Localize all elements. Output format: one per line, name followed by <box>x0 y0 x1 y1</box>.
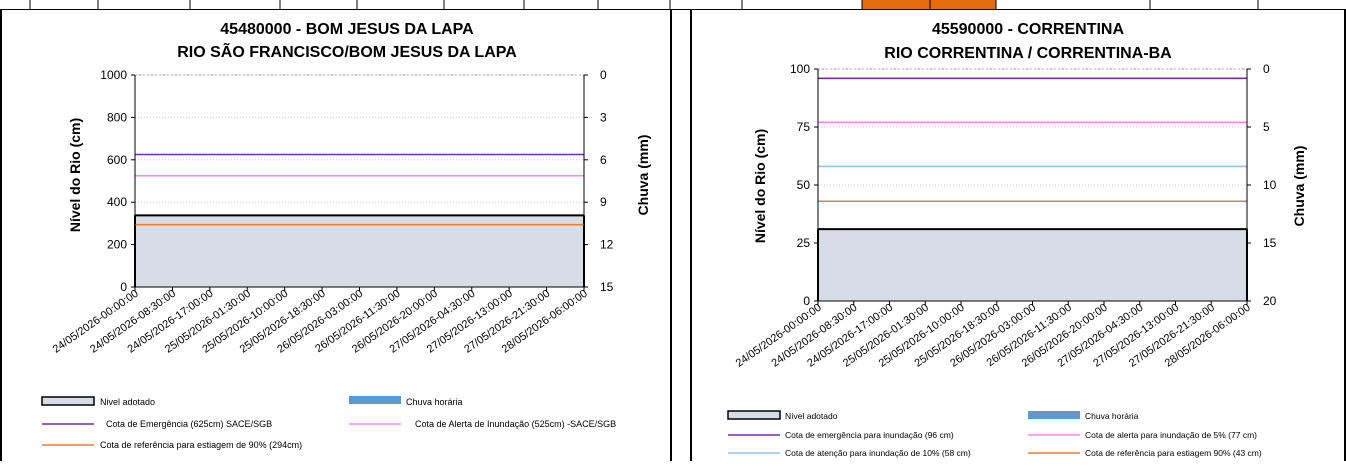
legend-swatch-chuva <box>1028 411 1080 419</box>
y-tick-label: 200 <box>107 238 127 252</box>
series-area-nivel <box>135 215 584 287</box>
legend-swatch-nivel <box>41 396 95 406</box>
y2-tick-label: 9 <box>600 195 607 209</box>
y2-tick-label: 12 <box>600 238 614 252</box>
legend-label-alerta: Cota de Alerta de Inundação (525cm) -SAC… <box>415 419 616 429</box>
legend-swatch-nivel <box>727 410 781 420</box>
y2-tick-label: 15 <box>1263 236 1277 250</box>
y-tick-label: 1000 <box>100 68 127 82</box>
chart-correntina: 45590000 - CORRENTINA RIO CORRENTINA / C… <box>727 21 1307 458</box>
y2-tick-label: 3 <box>600 110 607 124</box>
y-tick-label: 0 <box>120 280 127 294</box>
legend-label-referencia: Cota de referência para estiagem de 90% … <box>100 440 302 450</box>
y-tick-label: 75 <box>797 120 811 134</box>
chart-title-line1: 45480000 - BOM JESUS DA LAPA <box>220 21 474 38</box>
y2-axis-label: Chuva (mm) <box>635 135 651 216</box>
y2-tick-label: 20 <box>1263 294 1277 308</box>
legend-label-emergencia: Cota de Emergência (625cm) SACE/SGB <box>106 419 272 429</box>
y2-tick-label: 0 <box>1263 62 1270 76</box>
legend-label-alerta: Cota de alerta para inundação de 5% (77 … <box>1085 430 1257 440</box>
legend-label-chuva: Chuva horária <box>406 397 463 407</box>
y-tick-label: 0 <box>803 294 810 308</box>
y2-tick-label: 0 <box>600 68 607 82</box>
chart-title-line2: RIO SÃO FRANCISCO/BOM JESUS DA LAPA <box>177 41 517 61</box>
y-tick-label: 600 <box>107 153 127 167</box>
y2-axis-label: Chuva (mm) <box>1291 146 1307 227</box>
top-table-strip <box>0 0 1346 10</box>
chart-panel-bom-jesus: 45480000 - BOM JESUS DA LAPA RIO SÃO FRA… <box>0 10 672 461</box>
y2-tick-label: 5 <box>1263 120 1270 134</box>
y-axis-label: Nível do Rio (cm) <box>752 129 768 243</box>
chart-panel-correntina: 45590000 - CORRENTINA RIO CORRENTINA / C… <box>690 10 1346 461</box>
legend-label-nivel: Nivel adotado <box>100 397 155 407</box>
y2-tick-label: 10 <box>1263 178 1277 192</box>
y-tick-label: 25 <box>797 236 811 250</box>
legend-label-chuva: Chuva horária <box>1085 411 1139 421</box>
legend: Nivel adotado Chuva horária Cota de Emer… <box>41 396 616 450</box>
y2-tick-label: 6 <box>600 153 607 167</box>
legend-label-atencao: Cota de atenção para inundação de 10% (5… <box>785 448 971 458</box>
y-axis-label: Nível do Rio (cm) <box>67 118 83 232</box>
y2-tick-label: 15 <box>600 280 614 294</box>
chart-title-line1: 45590000 - CORRENTINA <box>932 21 1125 38</box>
y-tick-label: 100 <box>790 62 810 76</box>
legend-label-referencia: Cota de referência para estiagem 90% (43… <box>1085 448 1262 458</box>
legend-swatch-chuva <box>349 396 401 404</box>
y-tick-label: 800 <box>107 110 127 124</box>
legend-label-nivel: Nível adotado <box>785 411 838 421</box>
chart-bom-jesus: 45480000 - BOM JESUS DA LAPA RIO SÃO FRA… <box>41 21 651 450</box>
y-tick-label: 400 <box>107 195 127 209</box>
chart-title-line2: RIO CORRENTINA / CORRENTINA-BA <box>884 45 1172 62</box>
y-tick-label: 50 <box>797 178 811 192</box>
legend: Nível adotado Chuva horária Cota de emer… <box>727 410 1262 458</box>
series-area-nivel <box>818 229 1247 301</box>
legend-label-emergencia: Cota de emergência para inundação (96 cm… <box>785 430 954 440</box>
